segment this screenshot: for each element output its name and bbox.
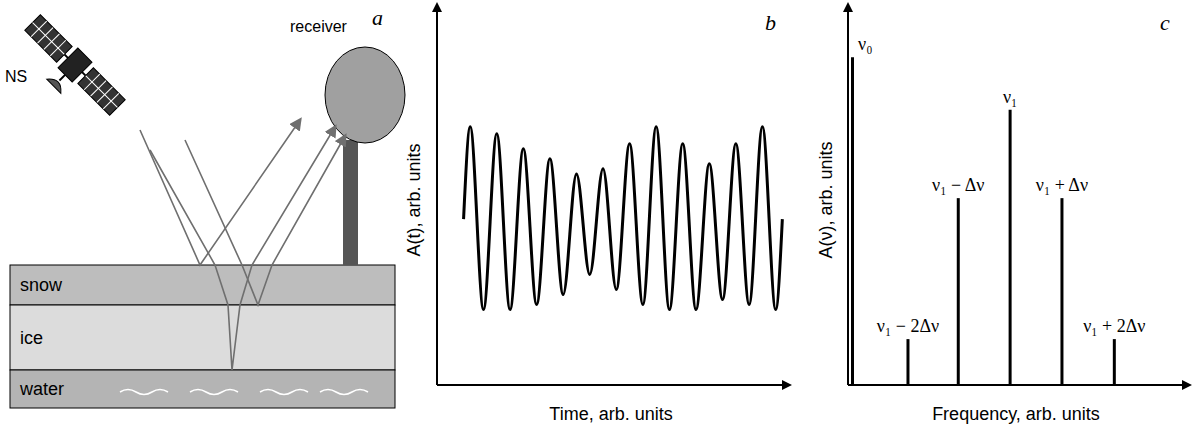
svg-text:a: a [372, 5, 383, 30]
svg-text:ν₁: ν₁ [1003, 87, 1017, 107]
svg-text:water: water [19, 379, 64, 399]
svg-text:ν₀: ν₀ [858, 34, 872, 54]
svg-text:ice: ice [20, 328, 43, 348]
svg-text:Frequency, arb. units: Frequency, arb. units [932, 404, 1100, 424]
svg-text:ν₁ + 2Δν: ν₁ + 2Δν [1083, 316, 1145, 336]
svg-text:receiver: receiver [290, 18, 348, 35]
svg-text:ν₁ − Δν: ν₁ − Δν [932, 175, 984, 195]
svg-text:Time, arb. units: Time, arb. units [549, 404, 672, 424]
svg-text:A(t), arb. units: A(t), arb. units [404, 143, 424, 256]
svg-text:ν₁ + Δν: ν₁ + Δν [1036, 175, 1088, 195]
svg-text:ν₁ − 2Δν: ν₁ − 2Δν [877, 316, 939, 336]
svg-text:A(ν), arb. units: A(ν), arb. units [816, 141, 836, 258]
svg-text:b: b [765, 10, 776, 35]
svg-text:NS: NS [5, 68, 27, 85]
svg-text:snow: snow [20, 275, 63, 295]
svg-text:c: c [1160, 10, 1170, 35]
